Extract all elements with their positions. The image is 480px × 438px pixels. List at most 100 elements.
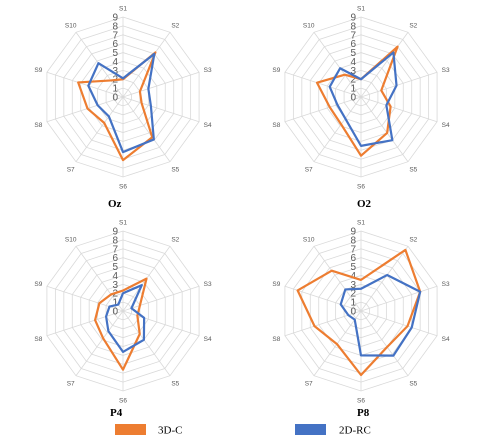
grid-spoke <box>75 246 124 312</box>
axis-label-s2: S2 <box>409 22 417 29</box>
grid-spoke <box>46 71 124 98</box>
grid-spoke <box>122 71 200 98</box>
axis-label-s3: S3 <box>442 281 450 288</box>
tick-label: 3 <box>350 66 356 77</box>
axis-label-s3: S3 <box>204 67 212 74</box>
axis-label-s6: S6 <box>119 397 127 404</box>
grid-spoke <box>360 32 409 98</box>
series-line-3d-c <box>315 45 399 157</box>
axis-label-s6: S6 <box>357 183 365 190</box>
axis-label-s6: S6 <box>357 397 365 404</box>
axis-label-s5: S5 <box>409 380 417 387</box>
tick-label: 7 <box>112 30 118 41</box>
tick-label: 2 <box>350 75 356 86</box>
axis-label-s3: S3 <box>204 281 212 288</box>
chart-legend: 3D-C 2D-RC <box>115 424 371 437</box>
axis-label-s8: S8 <box>34 336 42 343</box>
axis-label-s1: S1 <box>119 5 127 12</box>
axis-label-s10: S10 <box>65 22 77 29</box>
axis-label-s3: S3 <box>442 67 450 74</box>
grid-spoke <box>75 310 124 376</box>
grid-spoke <box>284 96 362 123</box>
grid-spoke <box>46 310 124 337</box>
grid-spoke <box>360 96 409 162</box>
axis-label-s2: S2 <box>171 22 179 29</box>
axis-label-s10: S10 <box>303 236 315 243</box>
tick-label: 9 <box>350 13 356 24</box>
legend-swatch-2d-rc <box>295 424 326 435</box>
grid-spoke <box>122 96 171 162</box>
axis-label-s1: S1 <box>357 5 365 12</box>
tick-label: 8 <box>350 235 356 246</box>
axis-label-s7: S7 <box>305 166 313 173</box>
axis-label-s4: S4 <box>442 336 450 343</box>
axis-label-s4: S4 <box>204 122 212 129</box>
axis-label-s5: S5 <box>171 166 179 173</box>
series-line-3d-c <box>296 248 422 377</box>
series-line-3d-c <box>93 277 148 371</box>
panel-title: O2 <box>357 198 372 210</box>
axis-label-s7: S7 <box>305 380 313 387</box>
panel-title: P4 <box>110 407 123 419</box>
axis-label-s2: S2 <box>409 236 417 243</box>
tick-label: 1 <box>350 298 356 309</box>
grid-spoke <box>360 285 438 312</box>
radar-panels: S1S2S3S4S5S6S7S8S9S100123456789OzS1S2S3S… <box>34 5 450 419</box>
axis-label-s2: S2 <box>171 236 179 243</box>
axis-label-s10: S10 <box>303 22 315 29</box>
panel-title: Oz <box>108 198 122 210</box>
grid-spoke <box>360 96 438 123</box>
tick-label: 5 <box>350 48 356 59</box>
grid-spoke <box>122 285 200 312</box>
tick-label: 1 <box>112 298 118 309</box>
grid-spoke <box>360 310 438 337</box>
tick-label: 6 <box>112 253 118 264</box>
tick-label: 4 <box>112 271 118 282</box>
tick-label: 8 <box>112 21 118 32</box>
grid-spoke <box>122 310 200 337</box>
grid-spoke <box>122 32 171 98</box>
tick-label: 3 <box>350 280 356 291</box>
tick-label: 8 <box>350 21 356 32</box>
grid-spoke <box>313 32 362 98</box>
series-line-2d-rc <box>339 273 422 357</box>
tick-label: 0 <box>112 93 118 104</box>
tick-label: 8 <box>112 235 118 246</box>
axis-label-s8: S8 <box>272 336 280 343</box>
tick-label: 5 <box>112 48 118 59</box>
tick-label: 4 <box>112 57 118 68</box>
tick-label: 0 <box>350 307 356 318</box>
tick-label: 7 <box>350 30 356 41</box>
axis-label-s1: S1 <box>119 219 127 226</box>
tick-label: 2 <box>350 289 356 300</box>
series-line-2d-rc <box>328 51 398 147</box>
grid-spoke <box>360 246 409 312</box>
legend-label-3d-c: 3D-C <box>158 425 182 437</box>
axis-label-s4: S4 <box>442 122 450 129</box>
tick-label: 1 <box>112 84 118 95</box>
legend-swatch-3d-c <box>115 424 146 435</box>
tick-label: 5 <box>112 262 118 273</box>
axis-label-s6: S6 <box>119 183 127 190</box>
tick-label: 9 <box>112 227 118 238</box>
grid-spoke <box>284 71 362 98</box>
axis-label-s10: S10 <box>65 236 77 243</box>
axis-label-s8: S8 <box>34 122 42 129</box>
axis-label-s9: S9 <box>272 67 280 74</box>
grid-spoke <box>122 96 200 123</box>
grid-spoke <box>313 96 362 162</box>
series-line-2d-rc <box>87 52 156 154</box>
axis-label-s4: S4 <box>204 336 212 343</box>
tick-label: 6 <box>350 253 356 264</box>
tick-label: 7 <box>350 244 356 255</box>
axis-label-s9: S9 <box>272 281 280 288</box>
tick-label: 6 <box>112 39 118 50</box>
tick-label: 9 <box>112 13 118 24</box>
grid-spoke <box>313 246 362 312</box>
axis-label-s8: S8 <box>272 122 280 129</box>
